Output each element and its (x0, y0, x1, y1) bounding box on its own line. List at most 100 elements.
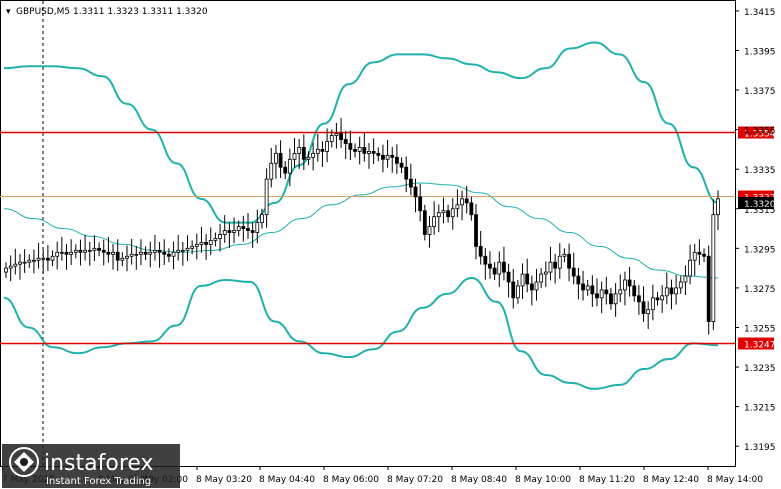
candle-body (436, 212, 441, 218)
candle (246, 213, 250, 239)
candle (534, 268, 539, 301)
candle (376, 147, 381, 162)
candle-body (474, 214, 478, 247)
candle (218, 223, 222, 252)
candle (260, 208, 264, 229)
candle-body (339, 133, 343, 140)
candle (711, 199, 716, 330)
candle-body (678, 281, 683, 289)
candle-body (692, 251, 697, 261)
candle (111, 243, 115, 270)
candle (609, 287, 613, 310)
candle-body (539, 273, 544, 283)
candle-body (595, 293, 599, 299)
candle (320, 141, 325, 167)
candle-body (660, 295, 665, 301)
candle-body (73, 249, 78, 253)
candle-body (264, 178, 269, 216)
candle-body (343, 139, 348, 144)
candle (399, 157, 404, 174)
candle (478, 230, 483, 265)
candle-body (376, 152, 381, 156)
candle (55, 241, 60, 270)
candle (157, 242, 162, 268)
candle (464, 185, 469, 214)
candle-body (129, 253, 134, 257)
candle (194, 233, 199, 260)
y-tick-label: 1.3275 (744, 285, 776, 295)
candle-body (18, 261, 22, 265)
candle-body (329, 135, 334, 142)
candle-body (548, 261, 553, 273)
candle-body (609, 293, 613, 305)
candle (69, 239, 74, 265)
candle (129, 238, 134, 265)
candle-body (711, 214, 716, 322)
candle-body (502, 261, 506, 273)
candle (450, 198, 455, 230)
bollinger-bands (3, 41, 719, 390)
candle-body (367, 150, 371, 154)
candle (78, 239, 83, 266)
candle-body (562, 253, 567, 257)
candle (59, 236, 64, 261)
candle-body (222, 230, 227, 235)
candle (455, 189, 460, 218)
candle (567, 243, 571, 282)
candle-body (446, 210, 450, 218)
candle (204, 234, 209, 260)
candle-body (460, 198, 464, 206)
candle-body (669, 287, 674, 295)
candle-body (390, 154, 395, 158)
candle-body (246, 228, 250, 231)
candle (497, 251, 502, 288)
candle (395, 144, 399, 174)
candle-body (190, 245, 195, 249)
candle (36, 242, 41, 269)
x-tick-label: 8 May 11:20 (579, 475, 635, 485)
candle (125, 245, 129, 272)
candle-body (497, 261, 502, 275)
candle-body (55, 251, 60, 257)
candle (97, 242, 101, 257)
chart-header-arrow: ▾ (6, 7, 11, 17)
candle-body (641, 301, 646, 315)
candle-body (274, 152, 278, 164)
candle (427, 215, 432, 248)
candle-body (83, 249, 88, 253)
candle (669, 279, 674, 310)
candle (660, 285, 665, 313)
candle (404, 156, 409, 193)
logo-mark-icon (9, 447, 39, 477)
candle-body (478, 245, 483, 257)
candle (171, 241, 176, 270)
candle-body (185, 247, 190, 251)
candle-body (553, 261, 558, 269)
candle-body (101, 249, 106, 253)
candle-body (22, 261, 27, 264)
candle (385, 139, 390, 168)
current-price-label: 1.3320 (744, 200, 776, 210)
candle-body (525, 273, 530, 285)
candle (446, 204, 450, 223)
candle-body (557, 255, 562, 269)
candle-body (334, 133, 339, 136)
candle (381, 144, 385, 173)
candle (581, 270, 585, 301)
candle (120, 252, 125, 267)
candle (571, 252, 576, 285)
y-axis: 1.3415 1.3395 1.3375 1.3355 1.3335 1.3315 1.32… (735, 8, 776, 453)
candle-body (297, 147, 302, 154)
candle (441, 197, 446, 224)
candle-body (50, 255, 55, 261)
candle-body (427, 226, 432, 235)
candle (269, 147, 274, 188)
candle (702, 248, 706, 263)
candle (488, 251, 492, 279)
candle (292, 137, 297, 168)
candle (613, 283, 618, 317)
candle (41, 249, 46, 274)
candle-body (511, 281, 516, 299)
candle-body (529, 283, 534, 291)
